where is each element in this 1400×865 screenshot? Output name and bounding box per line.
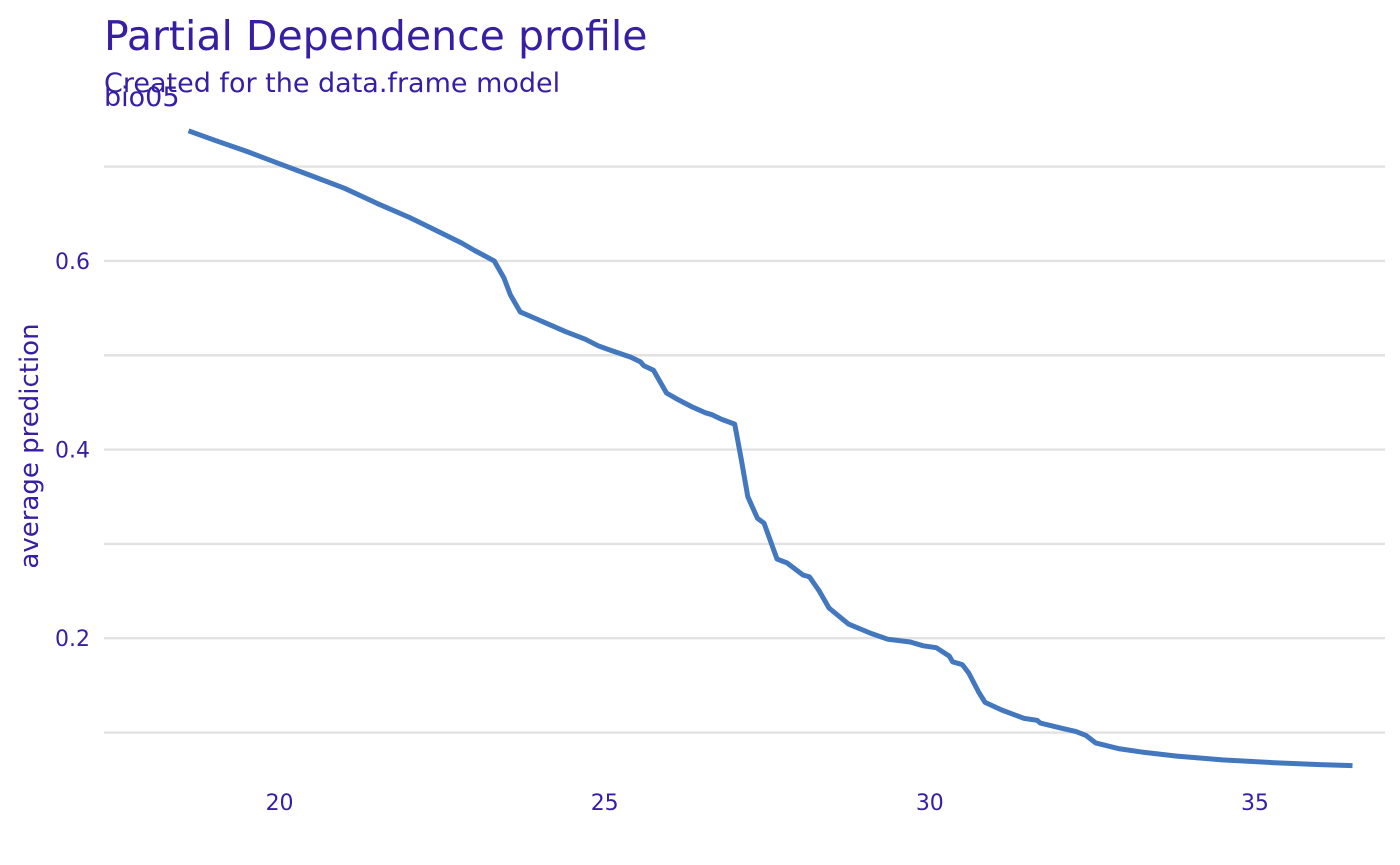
- chart-subtitle: Created for the data.frame model: [104, 68, 561, 99]
- x-tick-label: 25: [591, 791, 619, 816]
- x-tick-label: 35: [1241, 791, 1269, 816]
- series-group: [187, 128, 1353, 769]
- chart-title: Partial Dependence profile: [104, 12, 648, 60]
- y-tick-label: 0.4: [55, 439, 90, 464]
- x-tick-label: 30: [916, 791, 944, 816]
- y-axis-label: average prediction: [15, 323, 45, 568]
- y-axis-ticks: 0.2 0.4 0.6: [55, 250, 90, 652]
- x-tick-label: 20: [266, 791, 294, 816]
- y-tick-label: 0.2: [55, 627, 90, 652]
- series-line: [187, 128, 1353, 769]
- y-tick-label: 0.6: [55, 250, 90, 275]
- x-axis-ticks: 20 25 30 35: [266, 791, 1269, 816]
- gridlines: [104, 165, 1385, 734]
- panel-label: bio05: [104, 82, 180, 113]
